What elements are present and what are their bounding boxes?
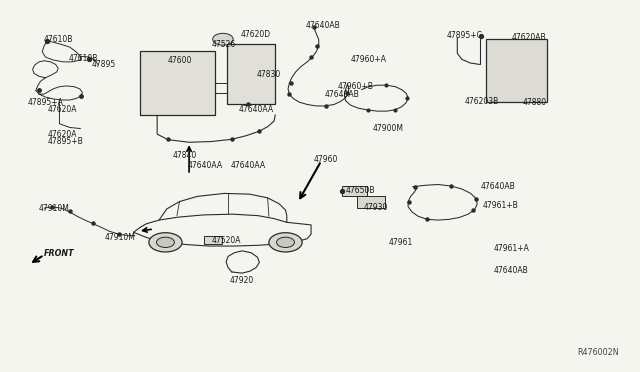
Text: 47960+B: 47960+B [338,82,374,91]
Text: 47895: 47895 [92,60,116,69]
Circle shape [269,233,302,252]
Text: 47640AB: 47640AB [325,90,360,99]
Circle shape [276,237,294,247]
Circle shape [157,237,174,247]
Text: 47920: 47920 [229,276,253,285]
Circle shape [149,233,182,252]
Text: 47880: 47880 [523,98,547,107]
Text: 47960+A: 47960+A [351,55,387,64]
Bar [140,51,215,115]
Text: 47600: 47600 [168,56,193,65]
Bar [357,196,385,208]
Bar [227,44,275,104]
Text: 47640AB: 47640AB [306,22,340,31]
Bar [204,236,221,244]
Text: 47961+A: 47961+A [493,244,529,253]
Text: 47640AA: 47640AA [230,161,266,170]
Text: 47620AB: 47620AB [511,32,546,42]
Text: 47910M: 47910M [39,204,70,213]
Text: 47610B: 47610B [69,54,99,62]
Text: 47840: 47840 [173,151,197,160]
Text: 47910M: 47910M [104,232,135,242]
Text: 47895+C: 47895+C [447,31,483,41]
Text: 47620A: 47620A [47,129,77,139]
Text: 47960: 47960 [314,155,338,164]
Text: 47610B: 47610B [44,35,74,44]
Text: 47895+B: 47895+B [47,137,83,146]
Text: 47830: 47830 [256,70,280,79]
Text: R476002N: R476002N [577,348,619,357]
Text: 47930: 47930 [364,203,388,212]
Text: FRONT: FRONT [44,249,75,258]
Text: 476203B: 476203B [465,97,499,106]
Text: 47961+B: 47961+B [483,201,518,210]
Text: 47640AA: 47640AA [238,105,273,114]
Text: 47526: 47526 [211,40,236,49]
Text: 47620D: 47620D [240,30,270,39]
Text: 47640AB: 47640AB [493,266,529,275]
Bar [486,39,547,102]
Text: 47900M: 47900M [372,124,403,133]
Text: 47650B: 47650B [346,186,375,195]
Bar [342,186,367,196]
Circle shape [212,33,233,45]
Text: 47961: 47961 [389,238,413,247]
Text: 47895+A: 47895+A [28,98,63,107]
Text: 47620A: 47620A [47,105,77,114]
Text: 47520A: 47520A [211,236,241,246]
Text: 47640AB: 47640AB [481,182,516,191]
Text: 47640AA: 47640AA [188,161,223,170]
